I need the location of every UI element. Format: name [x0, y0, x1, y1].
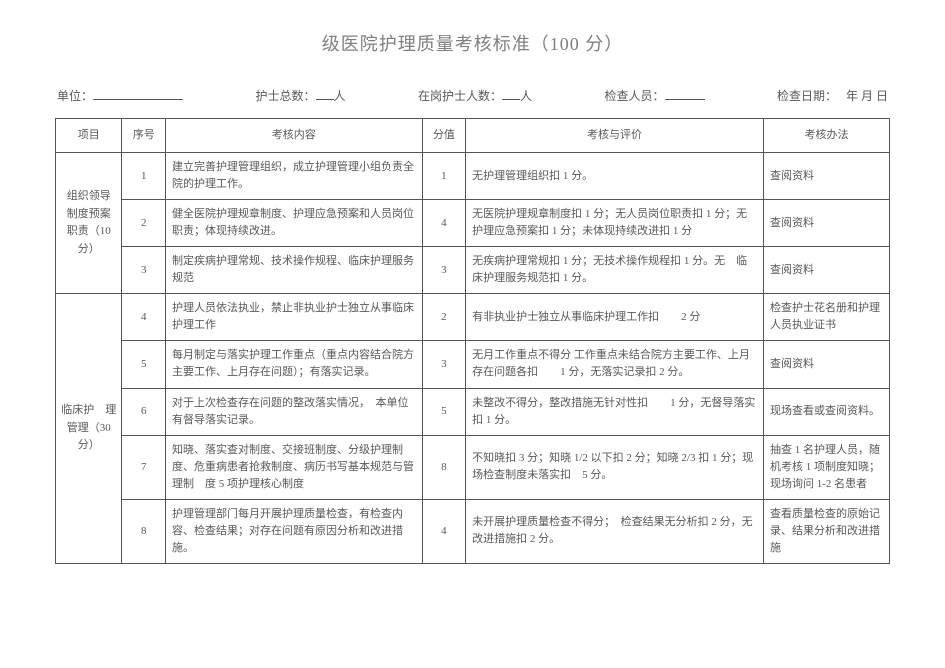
method-cell: 查看质量检查的原始记录、结果分析和改进措施: [763, 499, 889, 563]
score-cell: 4: [422, 499, 466, 563]
table-row: 组织领导 制度预案 职责（10 分）1建立完善护理管理组织，成立护理管理小组负责…: [56, 153, 890, 200]
seq-cell: 2: [122, 200, 166, 247]
method-cell: 查阅资料: [763, 341, 889, 388]
table-row: 8护理管理部门每月开展护理质量检查，有检查内 容、检查结果；对存在问题有原因分析…: [56, 499, 890, 563]
col-project: 项目: [56, 118, 122, 152]
date-value: 年 月 日: [846, 89, 888, 103]
eval-cell: 未开展护理质量检查不得分； 检查结果无分析扣 2 分，无改进措施扣 2 分。: [466, 499, 764, 563]
eval-cell: 不知晓扣 3 分；知晓 1/2 以下扣 2 分；知晓 2/3 扣 1 分；现场检…: [466, 435, 764, 499]
seq-cell: 6: [122, 388, 166, 435]
method-cell: 查阅资料: [763, 153, 889, 200]
seq-cell: 1: [122, 153, 166, 200]
content-cell: 护理人员依法执业，禁止非执业护士独立从事临床 护理工作: [165, 294, 422, 341]
project-cell: 组织领导 制度预案 职责（10 分）: [56, 153, 122, 294]
nurse-total-unit: 人: [334, 89, 346, 103]
content-cell: 制定疾病护理常规、技术操作规程、临床护理服务 规范: [165, 247, 422, 294]
header-line: 单位： 护士总数： 人 在岗护士人数： 人 检查人员： 检查日期： 年 月 日: [55, 87, 890, 106]
score-cell: 8: [422, 435, 466, 499]
assessment-table: 项目 序号 考核内容 分值 考核与评价 考核办法 组织领导 制度预案 职责（10…: [55, 118, 890, 564]
method-cell: 抽查 1 名护理人员，随机考核 1 项制度知晓；现场询问 1-2 名患者: [763, 435, 889, 499]
date-label: 检查日期：: [777, 89, 837, 103]
method-cell: 检查护士花名册和护理人员执业证书: [763, 294, 889, 341]
method-cell: 查阅资料: [763, 247, 889, 294]
content-cell: 健全医院护理规章制度、护理应急预案和人员岗位 职责；体现持续改进。: [165, 200, 422, 247]
inspector-label: 检查人员：: [604, 89, 664, 103]
unit-field: 单位：: [57, 87, 183, 106]
eval-cell: 未整改不得分，整改措施无针对性扣 1 分，无督导落实扣 1 分。: [466, 388, 764, 435]
table-row: 6对于上次检查存在问题的整改落实情况， 本单位有督导落实记录。5未整改不得分，整…: [56, 388, 890, 435]
score-cell: 3: [422, 247, 466, 294]
onduty-label: 在岗护士人数：: [418, 89, 502, 103]
score-cell: 4: [422, 200, 466, 247]
method-cell: 现场查看或查阅资料。: [763, 388, 889, 435]
inspector-field: 检查人员：: [604, 87, 704, 106]
table-header-row: 项目 序号 考核内容 分值 考核与评价 考核办法: [56, 118, 890, 152]
eval-cell: 无疾病护理常规扣 1 分；无技术操作规程扣 1 分。无 临床护理服务规范扣 1 …: [466, 247, 764, 294]
eval-cell: 有非执业护士独立从事临床护理工作扣 2 分: [466, 294, 764, 341]
inspector-blank: [665, 88, 705, 100]
date-field: 检查日期： 年 月 日: [777, 87, 888, 106]
eval-cell: 无护理管理组织扣 1 分。: [466, 153, 764, 200]
onduty-unit: 人: [520, 89, 532, 103]
page-title: 级医院护理质量考核标准（100 分）: [55, 30, 890, 59]
col-method: 考核办法: [763, 118, 889, 152]
score-cell: 1: [422, 153, 466, 200]
eval-cell: 无医院护理规章制度扣 1 分；无人员岗位职责扣 1 分；无护理应急预案扣 1 分…: [466, 200, 764, 247]
content-cell: 护理管理部门每月开展护理质量检查，有检查内 容、检查结果；对存在问题有原因分析和…: [165, 499, 422, 563]
onduty-field: 在岗护士人数： 人: [418, 87, 532, 106]
content-cell: 知晓、落实查对制度、交接班制度、分级护理制度、危重病患者抢救制度、病历书写基本规…: [165, 435, 422, 499]
table-row: 7知晓、落实查对制度、交接班制度、分级护理制度、危重病患者抢救制度、病历书写基本…: [56, 435, 890, 499]
unit-label: 单位：: [57, 89, 93, 103]
content-cell: 对于上次检查存在问题的整改落实情况， 本单位有督导落实记录。: [165, 388, 422, 435]
content-cell: 每月制定与落实护理工作重点（重点内容结合院方 主要工作、上月存在问题）；有落实记…: [165, 341, 422, 388]
table-row: 5每月制定与落实护理工作重点（重点内容结合院方 主要工作、上月存在问题）；有落实…: [56, 341, 890, 388]
col-seq: 序号: [122, 118, 166, 152]
seq-cell: 5: [122, 341, 166, 388]
col-score: 分值: [422, 118, 466, 152]
score-cell: 3: [422, 341, 466, 388]
score-cell: 2: [422, 294, 466, 341]
method-cell: 查阅资料: [763, 200, 889, 247]
table-row: 2健全医院护理规章制度、护理应急预案和人员岗位 职责；体现持续改进。4无医院护理…: [56, 200, 890, 247]
seq-cell: 4: [122, 294, 166, 341]
table-row: 临床护 理管理（30 分）4护理人员依法执业，禁止非执业护士独立从事临床 护理工…: [56, 294, 890, 341]
nurse-total-label: 护士总数：: [255, 89, 315, 103]
unit-blank: [93, 88, 183, 100]
seq-cell: 7: [122, 435, 166, 499]
nurse-total-blank: [316, 88, 334, 100]
score-cell: 5: [422, 388, 466, 435]
seq-cell: 3: [122, 247, 166, 294]
table-row: 3制定疾病护理常规、技术操作规程、临床护理服务 规范3无疾病护理常规扣 1 分；…: [56, 247, 890, 294]
onduty-blank: [502, 88, 520, 100]
col-eval: 考核与评价: [466, 118, 764, 152]
project-cell: 临床护 理管理（30 分）: [56, 294, 122, 564]
seq-cell: 8: [122, 499, 166, 563]
content-cell: 建立完善护理管理组织，成立护理管理小组负责全 院的护理工作。: [165, 153, 422, 200]
nurse-total-field: 护士总数： 人: [255, 87, 345, 106]
col-content: 考核内容: [165, 118, 422, 152]
eval-cell: 无月工作重点不得分 工作重点未结合院方主要工作、上月存在问题各扣 1 分，无落实…: [466, 341, 764, 388]
